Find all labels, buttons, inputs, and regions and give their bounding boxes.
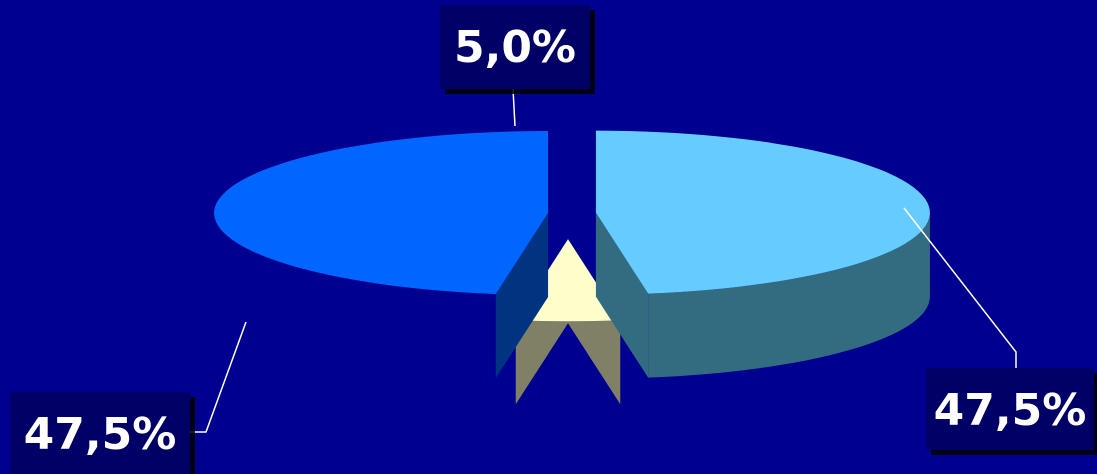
data-label-text: 5,0% bbox=[454, 22, 576, 73]
pie-slice-1 bbox=[595, 130, 930, 378]
pie-slice-cut-face bbox=[595, 212, 649, 378]
pie-slice-top bbox=[214, 131, 549, 295]
leader-line bbox=[903, 207, 1017, 368]
data-label-1: 47,5% bbox=[903, 207, 1097, 455]
data-label-3: 47,5% bbox=[10, 321, 247, 474]
pie-slice-cut-face bbox=[495, 213, 549, 379]
data-label-2: 5,0% bbox=[440, 5, 595, 127]
label-box bbox=[440, 5, 590, 89]
pie-slice-3 bbox=[214, 131, 549, 379]
label-box bbox=[926, 368, 1094, 450]
label-box bbox=[10, 392, 190, 474]
pie-slice-side bbox=[648, 212, 930, 378]
data-label-text: 47,5% bbox=[934, 385, 1087, 436]
data-label-text: 47,5% bbox=[24, 409, 177, 460]
pie-slice-top bbox=[595, 130, 930, 294]
leader-line bbox=[512, 88, 516, 127]
leader-line bbox=[190, 321, 247, 433]
